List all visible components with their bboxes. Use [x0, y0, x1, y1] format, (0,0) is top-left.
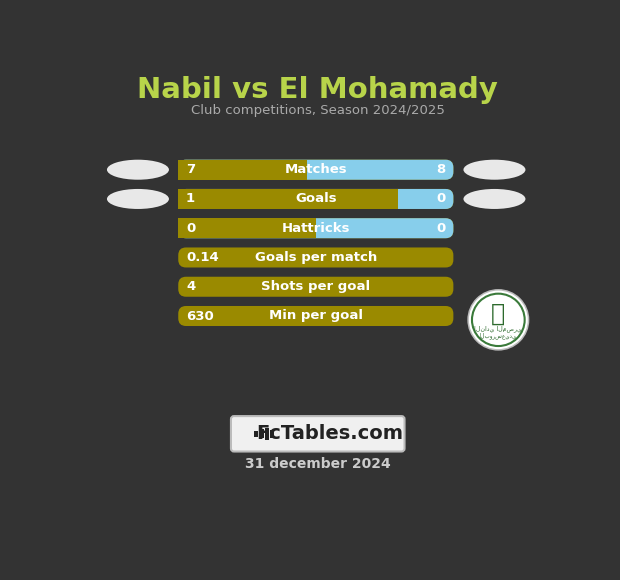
Text: 0.14: 0.14	[186, 251, 219, 264]
Text: Matches: Matches	[285, 163, 347, 176]
Text: البورسعيدي: البورسعيدي	[480, 332, 517, 339]
Text: 4: 4	[186, 280, 195, 293]
Bar	[265, 427, 269, 440]
Bar	[179, 160, 307, 180]
FancyBboxPatch shape	[179, 189, 453, 209]
Text: Club competitions, Season 2024/2025: Club competitions, Season 2024/2025	[191, 104, 445, 117]
FancyBboxPatch shape	[179, 218, 453, 238]
Text: Nabil vs El Mohamady: Nabil vs El Mohamady	[137, 77, 498, 104]
FancyBboxPatch shape	[179, 248, 453, 267]
Circle shape	[469, 291, 528, 349]
Ellipse shape	[463, 189, 526, 209]
Bar	[179, 218, 316, 238]
Ellipse shape	[107, 160, 169, 180]
Circle shape	[472, 293, 525, 346]
Bar	[179, 189, 399, 209]
FancyBboxPatch shape	[179, 218, 453, 238]
Ellipse shape	[107, 189, 169, 209]
Text: 7: 7	[186, 163, 195, 176]
Text: 0: 0	[436, 222, 446, 235]
FancyBboxPatch shape	[179, 277, 453, 297]
Text: 0: 0	[436, 193, 446, 205]
Text: Hattricks: Hattricks	[281, 222, 350, 235]
Text: 8: 8	[436, 163, 446, 176]
Text: النادي المصري: النادي المصري	[474, 326, 522, 332]
Text: Goals: Goals	[295, 193, 337, 205]
FancyBboxPatch shape	[179, 160, 453, 180]
Bar	[260, 429, 264, 438]
Bar	[254, 431, 258, 437]
Text: 630: 630	[186, 310, 214, 322]
FancyBboxPatch shape	[231, 416, 404, 451]
FancyBboxPatch shape	[179, 189, 453, 209]
Text: 31 december 2024: 31 december 2024	[245, 457, 391, 471]
Circle shape	[467, 289, 529, 351]
Text: Min per goal: Min per goal	[269, 310, 363, 322]
Text: FcTables.com: FcTables.com	[256, 423, 403, 443]
Text: Shots per goal: Shots per goal	[261, 280, 370, 293]
Text: 0: 0	[186, 222, 195, 235]
Text: 1: 1	[186, 193, 195, 205]
Text: Goals per match: Goals per match	[255, 251, 377, 264]
Ellipse shape	[463, 160, 526, 180]
Text: 🦅: 🦅	[491, 302, 505, 326]
FancyBboxPatch shape	[179, 306, 453, 326]
Bar	[270, 430, 275, 438]
FancyBboxPatch shape	[179, 160, 453, 180]
